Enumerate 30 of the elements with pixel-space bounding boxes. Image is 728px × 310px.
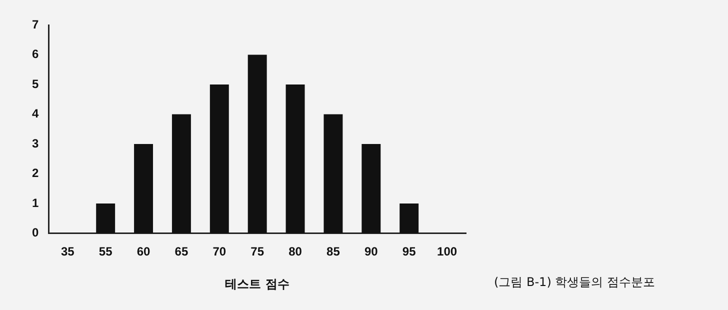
y-tick-label: 2 [32,166,39,180]
x-tick-label: 80 [288,244,302,259]
bar [96,203,116,234]
bar [210,84,229,234]
y-tick-label: 5 [32,76,39,91]
x-tick-label: 95 [402,244,416,259]
x-tick-label: 65 [174,244,188,259]
bar [248,54,267,234]
x-tick-label: 55 [98,244,113,259]
x-tick-label: 70 [212,244,226,259]
x-tick-label: 90 [364,244,378,259]
y-tick-label: 6 [32,47,39,62]
x-axis-title: 테스트 점수 [225,276,290,291]
y-tick-label: 1 [32,196,39,210]
x-tick-label: 35 [60,244,75,259]
bar [134,144,154,234]
bar [172,114,191,234]
y-tick-label: 4 [32,106,39,121]
y-tick-label: 0 [32,226,39,240]
bar [286,84,305,234]
bar [324,114,343,234]
text: (그림 B-1) 학생들의 점수분포 [494,274,656,291]
x-tick-label: 85 [326,244,340,259]
y-tick-label: 7 [32,17,39,32]
y-tick-label: 3 [32,136,39,150]
bar [362,144,381,234]
bar [400,203,419,234]
x-tick-label: 60 [136,244,151,259]
x-tick-label: 75 [250,244,264,259]
x-tick-label: 100 [437,244,458,259]
